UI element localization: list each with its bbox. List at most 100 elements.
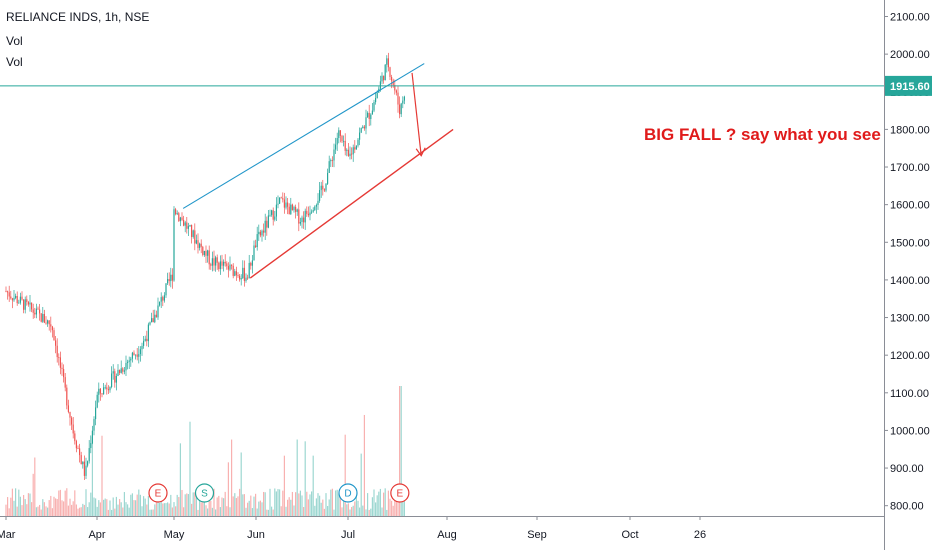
- candle: [330, 160, 332, 162]
- candle: [215, 257, 217, 266]
- candle: [119, 369, 121, 373]
- candle: [344, 140, 346, 151]
- candle: [29, 302, 31, 305]
- candle: [280, 197, 282, 199]
- candle: [266, 220, 268, 228]
- candle: [18, 302, 20, 304]
- volume-bar: [59, 489, 61, 516]
- candle: [157, 305, 159, 318]
- volume-bar: [16, 506, 18, 516]
- candle: [226, 263, 228, 267]
- candle: [13, 297, 15, 301]
- volume-bar: [72, 501, 74, 516]
- event-marker-earnings[interactable]: E: [390, 483, 410, 503]
- candle: [90, 443, 92, 449]
- lower-trendline: [249, 128, 454, 279]
- candle: [267, 215, 269, 228]
- volume-bar: [23, 495, 25, 516]
- volume-bar: [264, 492, 266, 516]
- time-axis-bg: [0, 516, 884, 550]
- candle: [363, 126, 365, 129]
- volume-bar: [103, 499, 105, 516]
- candle: [328, 161, 330, 173]
- candle: [192, 230, 194, 237]
- candle: [85, 465, 87, 476]
- event-marker-split[interactable]: S: [194, 483, 215, 503]
- volume-bar: [7, 497, 9, 516]
- svg-text:E: E: [155, 489, 162, 500]
- volume-bar: [280, 506, 282, 516]
- event-marker-earnings[interactable]: E: [148, 483, 168, 503]
- candle: [367, 112, 369, 118]
- candle: [323, 189, 325, 191]
- volume-bar: [363, 414, 365, 516]
- candle: [125, 362, 127, 371]
- volume-bar: [63, 501, 65, 516]
- candle: [88, 448, 90, 462]
- candle: [384, 64, 386, 81]
- volume-bar: [250, 495, 252, 516]
- candle: [360, 128, 362, 133]
- candle: [51, 326, 53, 331]
- volume-bar: [179, 443, 181, 516]
- candle: [282, 198, 284, 200]
- volume-bar: [37, 506, 39, 516]
- candle: [319, 190, 321, 201]
- candle: [15, 295, 17, 298]
- candle: [117, 369, 119, 376]
- volume-bar: [192, 492, 194, 516]
- candle: [242, 267, 244, 279]
- candle: [400, 103, 402, 115]
- volume-bar: [399, 386, 401, 516]
- volume-bar: [299, 490, 301, 516]
- volume-bar: [19, 496, 21, 516]
- volume-bar: [197, 509, 199, 516]
- last-price-badge: 1915.60: [885, 75, 932, 96]
- volume-bar: [357, 500, 359, 516]
- svg-text:E: E: [397, 489, 404, 500]
- volume-bar: [43, 502, 45, 516]
- y-tick-label: 1600.00: [890, 200, 930, 212]
- candle: [107, 389, 109, 391]
- volume-bar: [333, 509, 335, 516]
- volume-bar: [282, 490, 284, 516]
- volume-bar: [251, 508, 253, 516]
- svg-text:D: D: [344, 489, 351, 500]
- candle: [247, 277, 249, 279]
- volume-bar: [123, 492, 125, 516]
- y-tick-label: 800.00: [890, 501, 924, 513]
- y-tick-label: 900.00: [890, 463, 924, 475]
- candle: [112, 371, 114, 374]
- candle: [109, 387, 111, 391]
- volume-bar: [213, 488, 215, 516]
- candle: [399, 104, 401, 115]
- volume-bar: [176, 494, 178, 516]
- candle: [199, 243, 201, 248]
- candle: [379, 81, 381, 89]
- candle: [160, 297, 162, 302]
- candle: [392, 80, 394, 86]
- candle: [304, 210, 306, 223]
- volume-bar: [293, 505, 295, 516]
- candle: [114, 371, 116, 383]
- volume-bar: [67, 505, 69, 516]
- volume-bar: [259, 500, 261, 516]
- candle: [245, 277, 247, 281]
- volume-bar: [199, 500, 201, 516]
- volume-bar: [229, 507, 231, 516]
- candle: [130, 358, 132, 361]
- volume-bar: [245, 507, 247, 516]
- volume-bar: [115, 496, 117, 516]
- trendlines: [0, 63, 884, 279]
- volume-bar: [157, 490, 159, 516]
- candle: [243, 267, 245, 281]
- candle: [83, 461, 85, 476]
- candle: [80, 455, 82, 465]
- candle: [50, 324, 52, 327]
- volume-bar: [309, 494, 311, 516]
- volume-bar: [234, 493, 236, 516]
- event-marker-dividend[interactable]: D: [338, 483, 358, 503]
- candle: [143, 340, 145, 346]
